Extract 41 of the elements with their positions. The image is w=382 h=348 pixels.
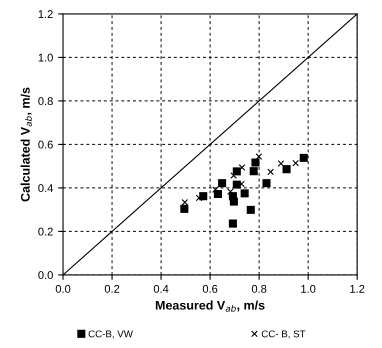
y-axis-title: Calculated V$_{ab}$, m/s [20,88,32,202]
y-tick-label: 1.2 [38,10,53,18]
point [300,154,308,162]
point [218,179,226,188]
point [228,220,237,228]
point [227,188,234,195]
x-tick-label: 0.6 [202,284,218,293]
point [230,198,238,206]
text: 0.0 [56,284,70,293]
x-tick-label: 0.8 [252,284,266,293]
point [251,158,260,166]
point [278,160,284,167]
point [282,165,291,174]
point [180,204,188,213]
point [292,160,299,166]
x-axis-title: Measured V$_{ab}$, m/s [156,300,265,312]
x-tick-label: 1.2 [350,284,364,293]
point [238,164,246,171]
point [196,194,202,202]
point [267,168,274,176]
point [256,153,262,160]
x-tick-label: 0.2 [104,284,120,293]
x-tick-label: 0.4 [154,284,168,293]
y-tick-label: 0.8 [38,97,53,106]
legend-label: CC- B, ST [262,330,306,338]
text: 1.0 [38,54,53,62]
point [230,172,237,179]
point [182,198,188,206]
point [246,206,255,214]
legend-label: CC-B, VW [88,330,133,338]
y-tick-label: 0.2 [38,228,53,236]
point [212,186,219,193]
point [199,192,208,200]
y-tick-label: 0.4 [38,184,53,192]
point [250,167,258,176]
point [240,189,249,198]
y-tick-label: 0.6 [38,140,53,149]
text: 0.0 [38,271,53,280]
point [214,190,222,198]
text: 1.0 [301,284,316,293]
point [262,179,271,188]
